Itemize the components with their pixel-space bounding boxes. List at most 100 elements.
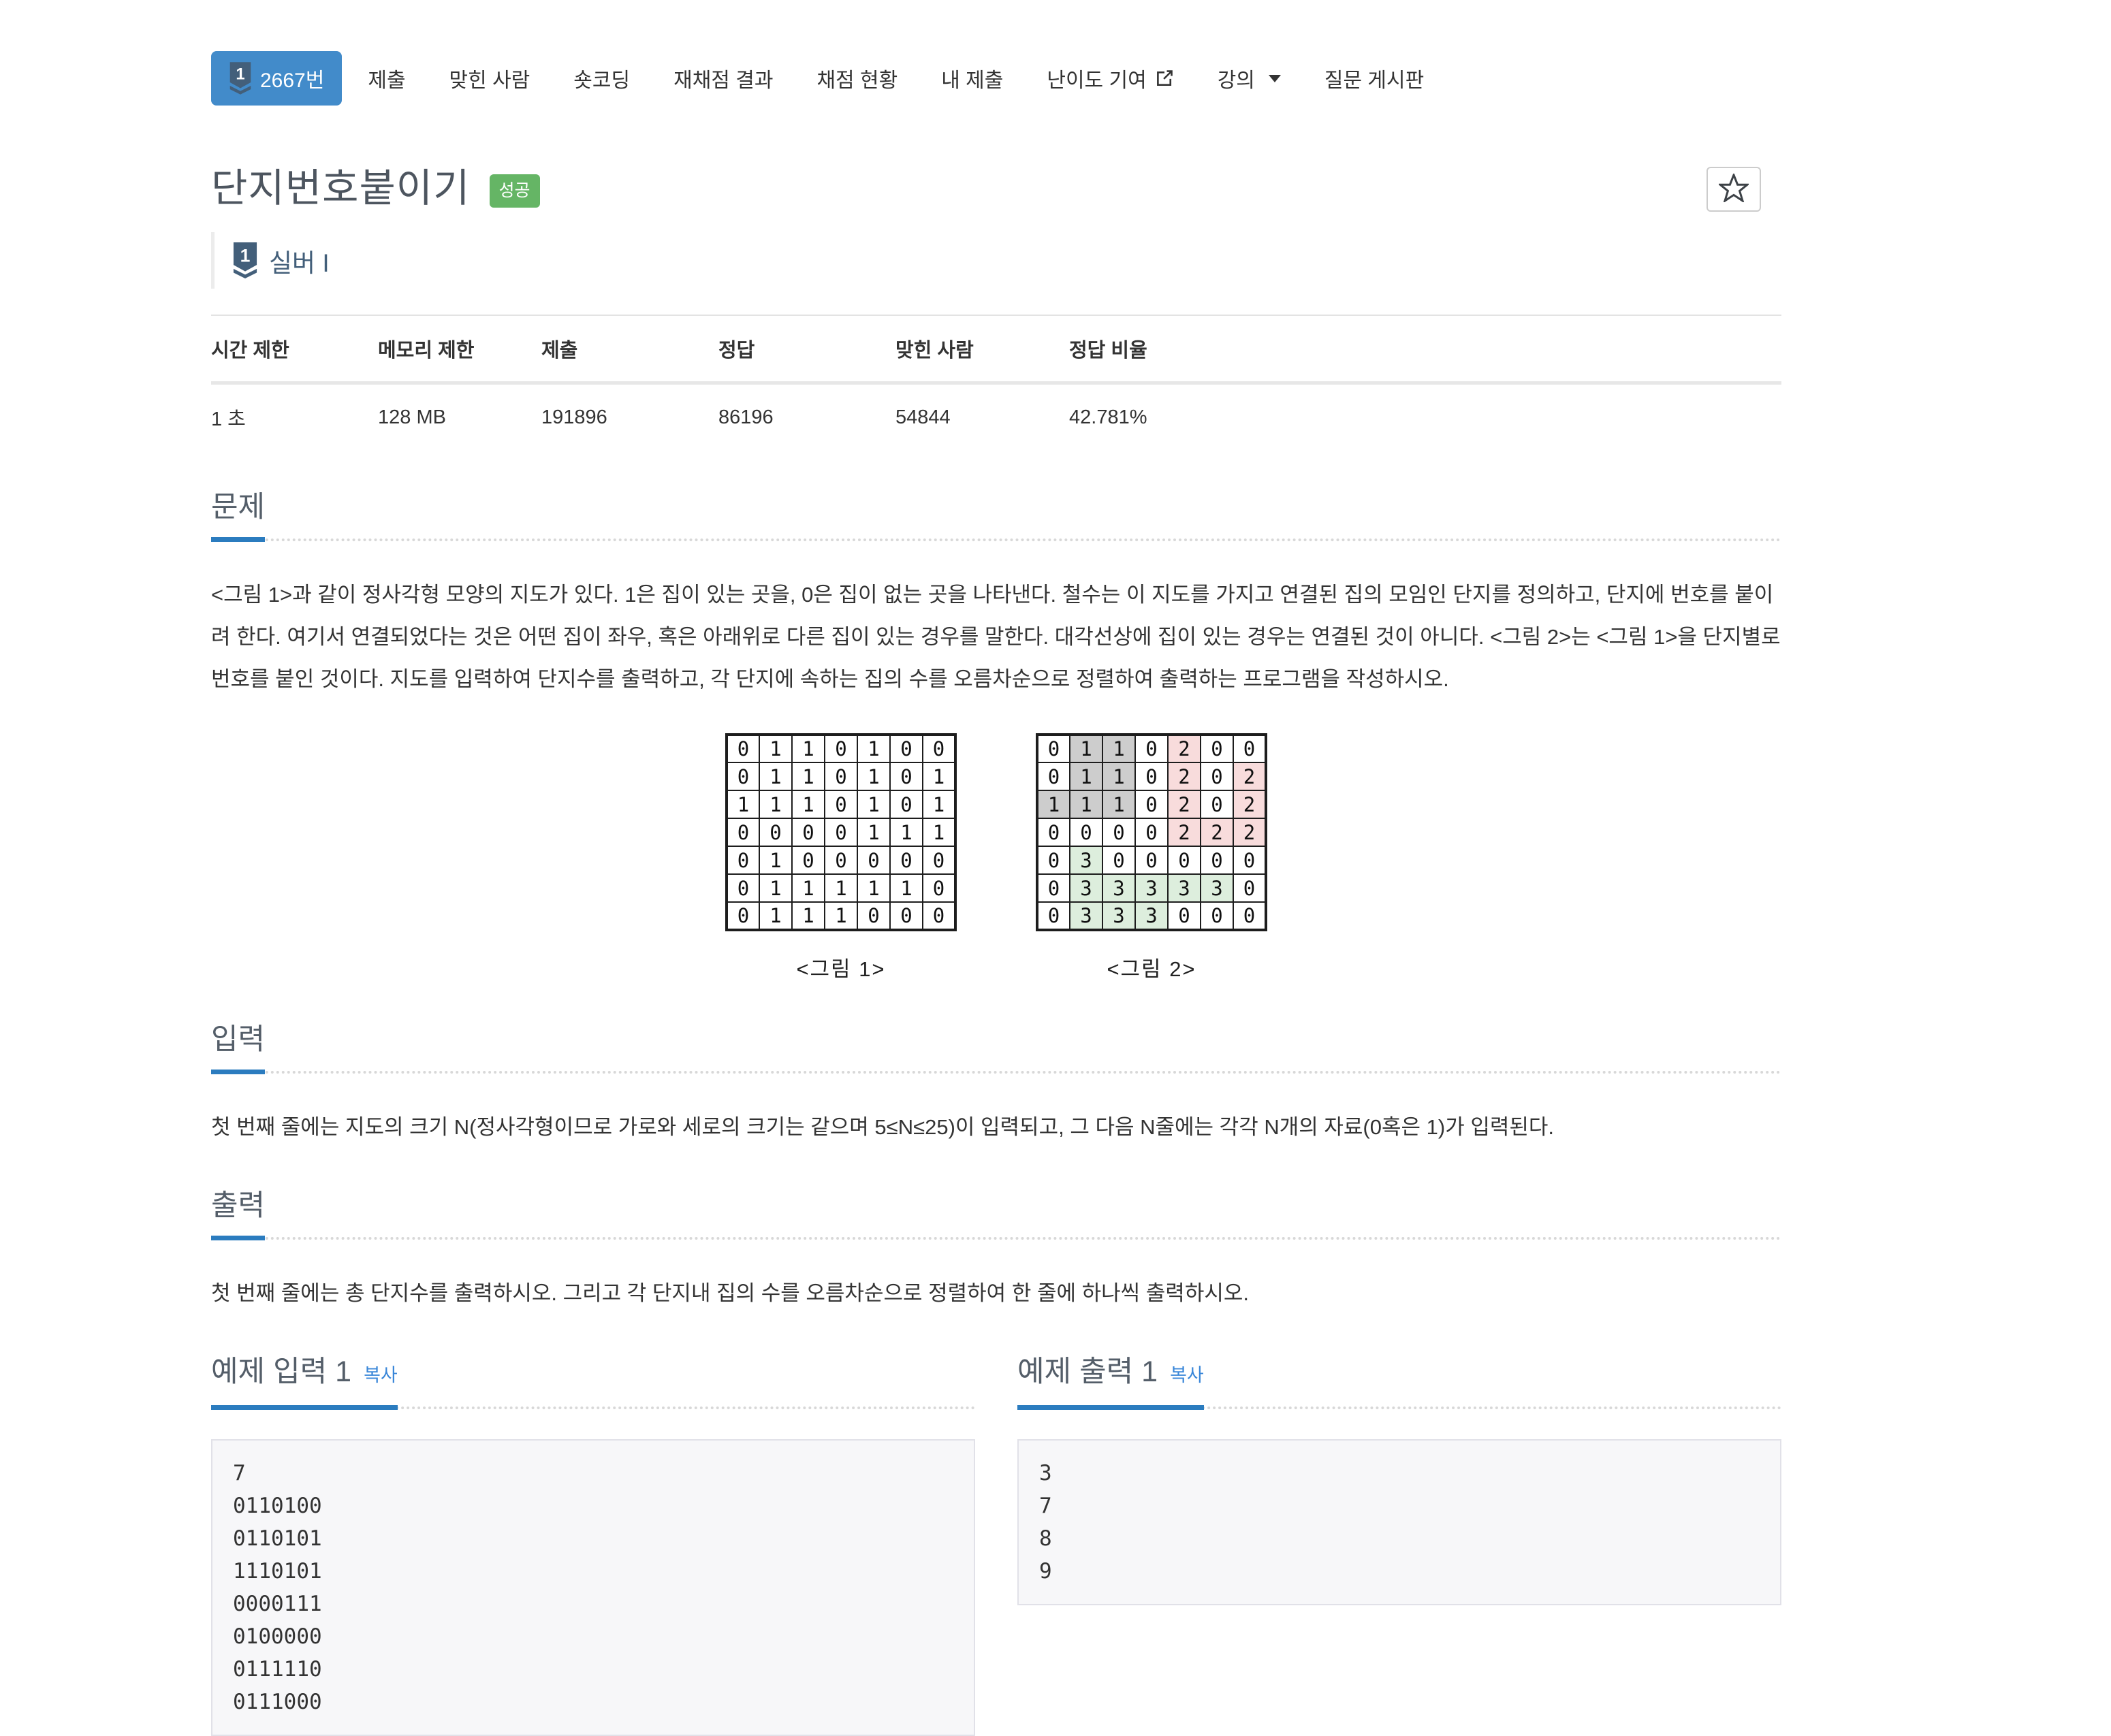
info-header-cell: 정답 비율	[1069, 315, 1781, 385]
grid-cell: 1	[759, 901, 793, 931]
info-header-cell: 시간 제한	[211, 315, 378, 385]
nav-tab-rejudge-result-link[interactable]: 재채점 결과	[656, 53, 791, 103]
grid-cell: 3	[1069, 873, 1103, 903]
copy-sample-output-link[interactable]: 복사	[1170, 1365, 1204, 1385]
nav-tab-lecture: 강의	[1200, 53, 1299, 103]
grid-cell: 1	[857, 734, 891, 763]
svg-text:1: 1	[236, 65, 244, 84]
figure-caption: <그림 2>	[1107, 957, 1196, 981]
tier-badge-icon: 1	[229, 61, 252, 95]
nav-tab-lecture-link[interactable]: 강의	[1200, 53, 1299, 103]
section-title-output: 출력	[211, 1188, 266, 1240]
headline-problem: 문제	[211, 489, 1781, 542]
grid-cell: 1	[824, 873, 858, 903]
tier-row: 1 실버 I	[211, 232, 1781, 289]
grid-cell: 1	[791, 790, 825, 819]
grid-cell: 0	[1134, 734, 1169, 763]
grid-cell: 1	[791, 734, 825, 763]
sample-output-heading: 예제 출력 1 복사	[1017, 1354, 1204, 1410]
grid-cell: 0	[1200, 762, 1234, 791]
grid-cell: 0	[824, 846, 858, 875]
grid-cell: 2	[1167, 734, 1201, 763]
grid-cell: 0	[1200, 901, 1234, 931]
grid-cell: 0	[726, 846, 760, 875]
content-container: 1 2667번 제출 맞힌 사람 숏코딩 재채점 결과 채점 현황 내 제출 난이도 기여 강의 질…	[211, 0, 1781, 1736]
grid-cell: 0	[922, 873, 956, 903]
sample-output-pre: 3 7 8 9	[1017, 1439, 1781, 1605]
nav-tab-solved-users-link[interactable]: 맞힌 사람	[432, 53, 548, 103]
grid-cell: 0	[922, 901, 956, 931]
grid-cell: 0	[857, 846, 891, 875]
grid-cell: 3	[1102, 901, 1136, 931]
grid-cell: 2	[1167, 790, 1201, 819]
grid-cell: 0	[1069, 818, 1103, 847]
grid-cell: 2	[1167, 762, 1201, 791]
grid-cell: 0	[922, 734, 956, 763]
nav-tab-my-submissions-link[interactable]: 내 제출	[923, 53, 1021, 103]
nav-tab-label: 숏코딩	[573, 69, 631, 92]
nav-tab-qna-board-link[interactable]: 질문 게시판	[1307, 53, 1442, 103]
grid-cell: 0	[726, 762, 760, 791]
grid-cell: 1	[791, 873, 825, 903]
input-description: 첫 번째 줄에는 지도의 크기 N(정사각형이므로 가로와 세로의 크기는 같으…	[211, 1115, 1555, 1139]
info-value-cell: 42.781%	[1069, 406, 1147, 428]
grid-cell: 1	[824, 901, 858, 931]
grid-cell: 0	[1036, 818, 1070, 847]
grid-cell: 0	[1233, 734, 1267, 763]
grid-cell: 0	[1134, 846, 1169, 875]
nav-tab-judge-status-link[interactable]: 채점 현황	[799, 53, 915, 103]
info-header-cell: 맞힌 사람	[895, 315, 1069, 385]
copy-sample-input-link[interactable]: 복사	[364, 1365, 398, 1385]
grid-cell: 1	[759, 734, 793, 763]
nav-tab-submit-link[interactable]: 제출	[350, 53, 423, 103]
nav-tab-label: 맞힌 사람	[449, 69, 530, 92]
nav-tab-label: 채점 현황	[816, 69, 898, 92]
grid-cell: 2	[1200, 818, 1234, 847]
grid-cell: 1	[922, 790, 956, 819]
grid-cell: 0	[1134, 790, 1169, 819]
nav-tab-short-coding-link[interactable]: 숏코딩	[556, 53, 648, 103]
grid-cell: 0	[889, 762, 923, 791]
grid-cell: 3	[1069, 846, 1103, 875]
grid-cell: 0	[824, 790, 858, 819]
grid-cell: 0	[1200, 846, 1234, 875]
bookmark-button[interactable]	[1707, 167, 1761, 212]
grid-cell: 2	[1167, 818, 1201, 847]
grid-cell: 0	[791, 818, 825, 847]
grid-cell: 0	[726, 901, 760, 931]
grid-cell: 2	[1233, 762, 1267, 791]
grid-cell: 0	[889, 901, 923, 931]
grid-cell: 0	[889, 734, 923, 763]
grid-cell: 0	[1167, 901, 1201, 931]
page-title: 단지번호붙이기	[211, 166, 471, 210]
grid-cell: 3	[1069, 901, 1103, 931]
grid-cell: 1	[1102, 734, 1136, 763]
grid-cell: 1	[857, 818, 891, 847]
headline-sample-output: 예제 출력 1 복사	[1017, 1354, 1781, 1410]
nav-tab-difficulty-vote-link[interactable]: 난이도 기여	[1029, 53, 1191, 103]
grid-cell: 0	[1200, 734, 1234, 763]
grid-cell: 0	[824, 818, 858, 847]
grid-cell: 1	[759, 790, 793, 819]
grid-cell: 1	[857, 790, 891, 819]
grid-cell: 1	[759, 873, 793, 903]
grid-cell: 0	[1036, 846, 1070, 875]
nav-tab-label: 질문 게시판	[1324, 69, 1425, 92]
grid-cell: 0	[726, 734, 760, 763]
grid-cell: 1	[1102, 762, 1136, 791]
grid-cell: 0	[726, 818, 760, 847]
grid-cell: 0	[922, 846, 956, 875]
grid-cell: 0	[1233, 901, 1267, 931]
nav-tab-problem-link[interactable]: 1 2667번	[211, 51, 343, 106]
info-header-cell: 정답	[718, 315, 895, 385]
grid-cell: 1	[759, 846, 793, 875]
figure-caption: <그림 1>	[796, 957, 886, 981]
grid-cell: 2	[1233, 790, 1267, 819]
grid-cell: 1	[1069, 762, 1103, 791]
info-header-cell: 메모리 제한	[378, 315, 541, 385]
svg-text:1: 1	[240, 245, 251, 266]
